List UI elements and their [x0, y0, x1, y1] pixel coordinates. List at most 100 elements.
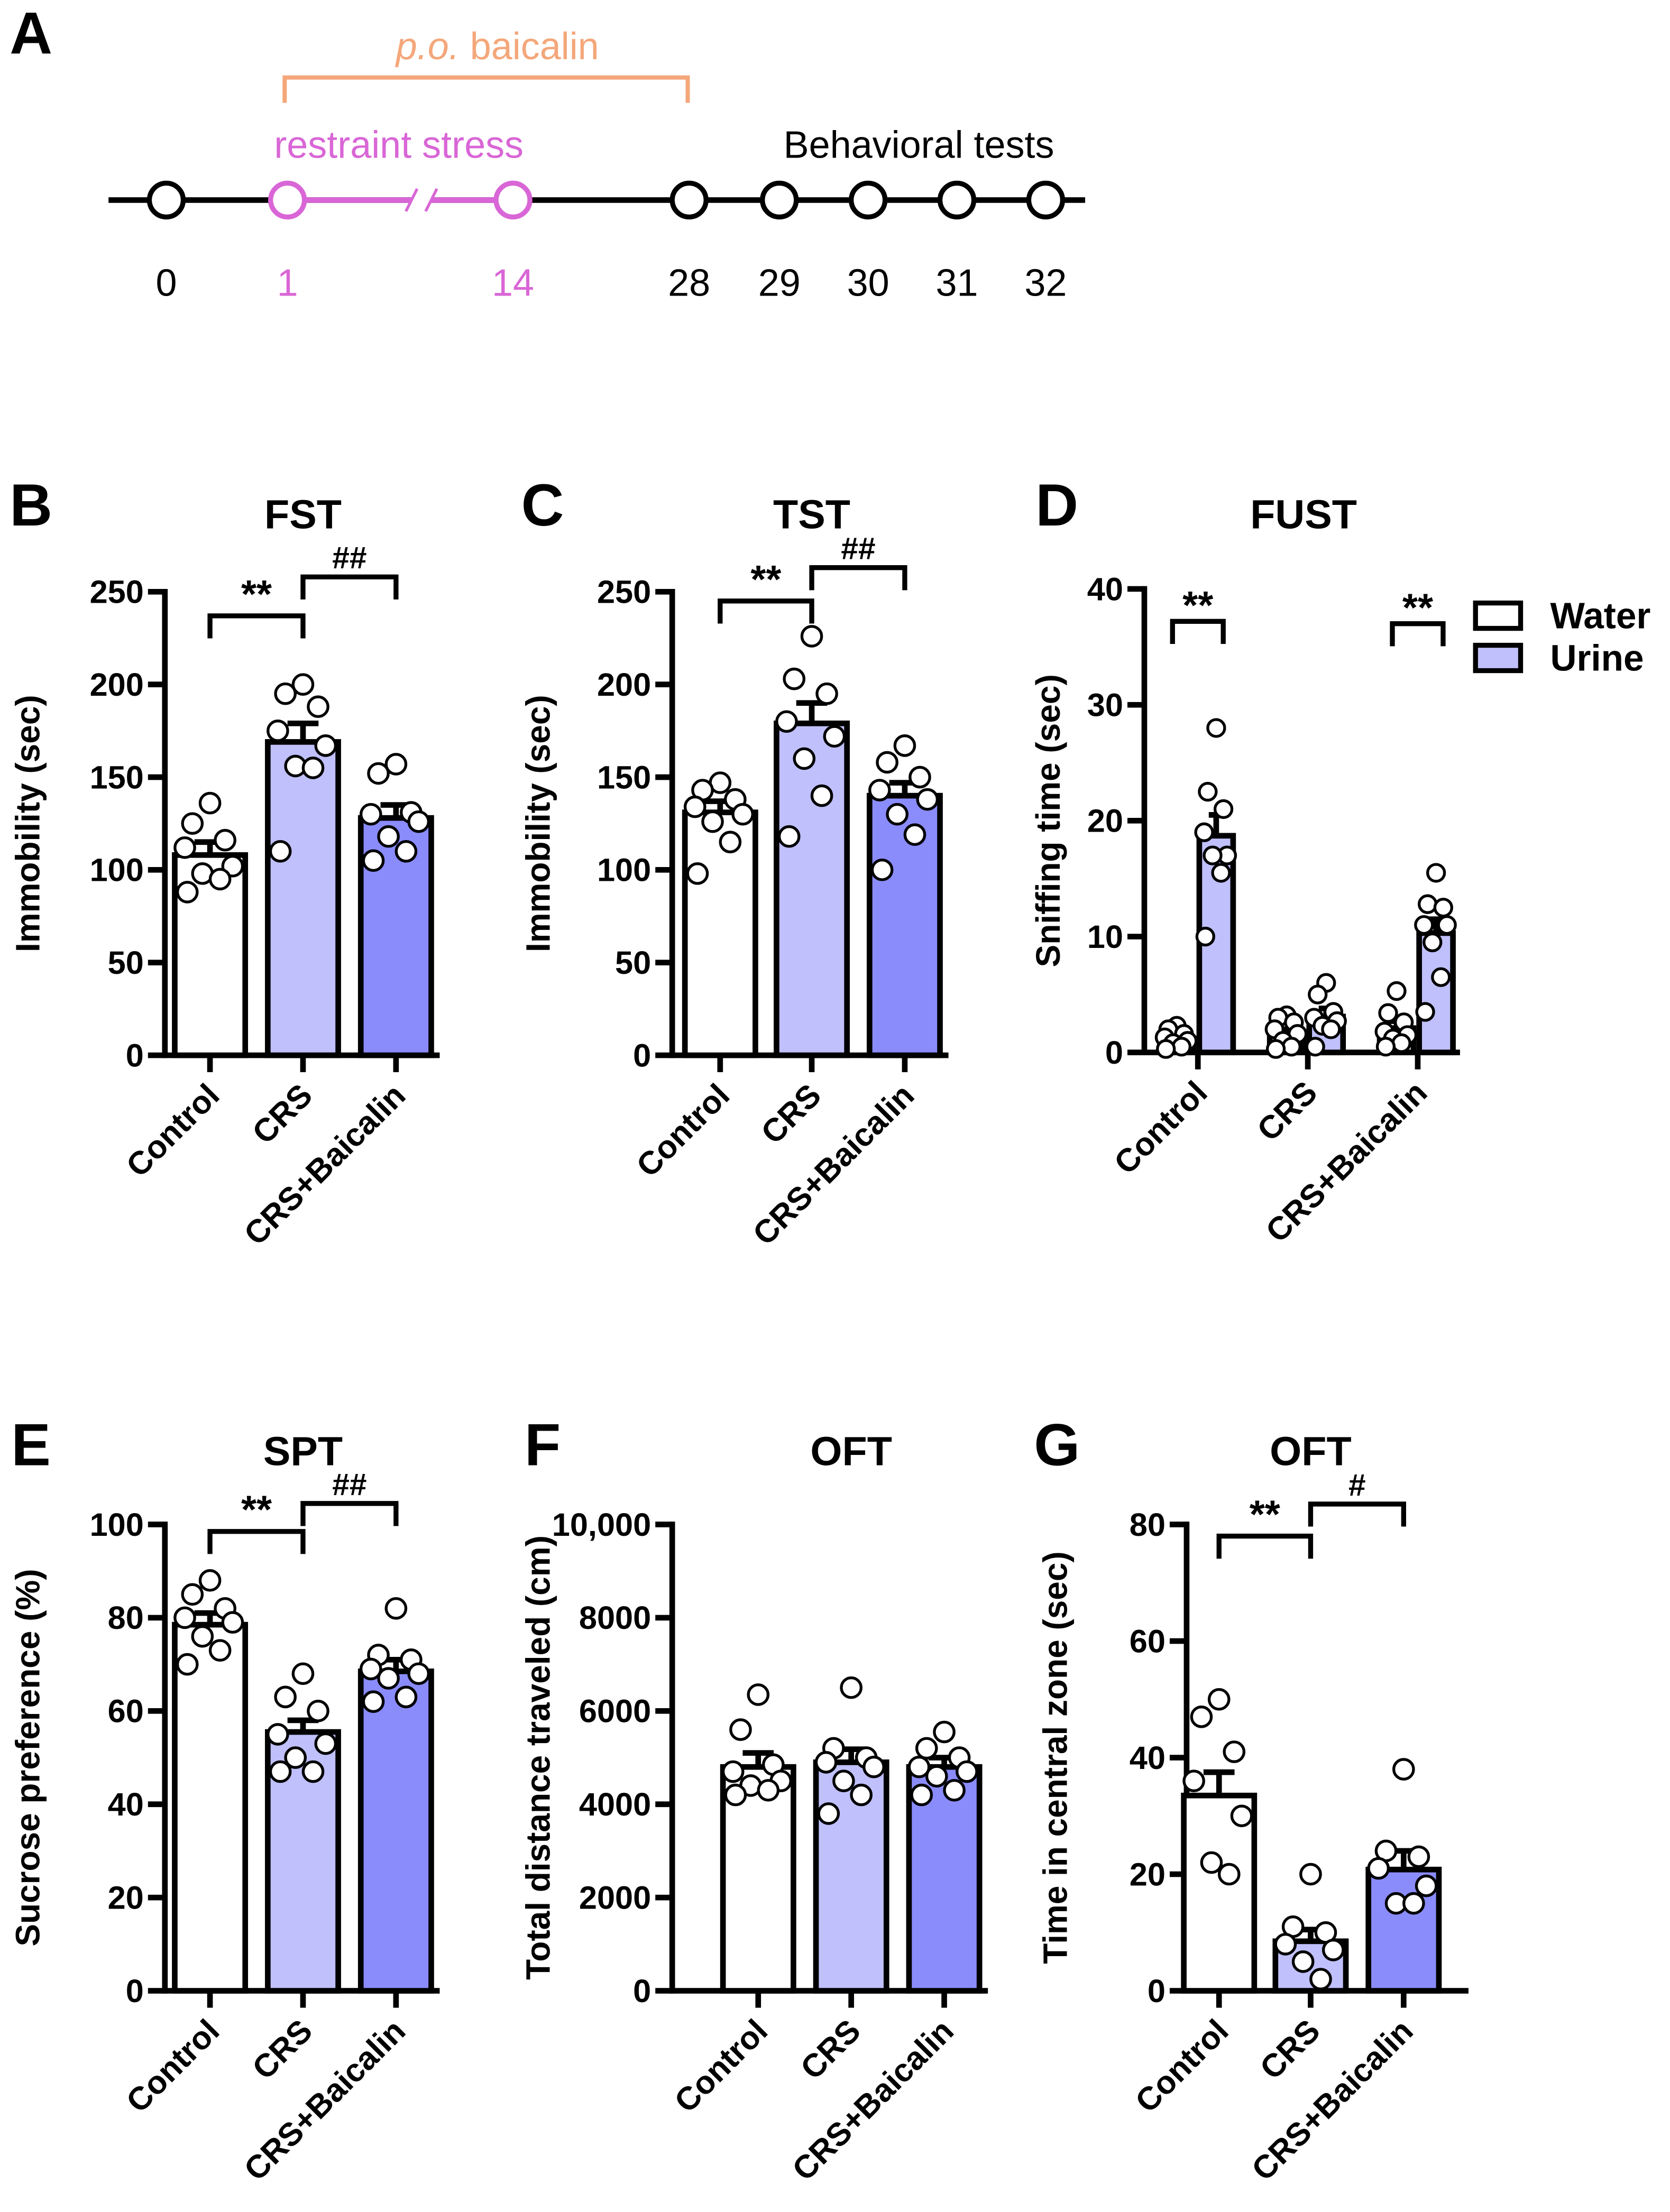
data-point: [886, 803, 909, 826]
day-label: 0: [155, 262, 177, 305]
y-tick-label: 100: [597, 852, 651, 888]
data-point: [719, 831, 742, 854]
data-point: [1402, 1892, 1425, 1915]
day-label: 1: [277, 262, 298, 305]
data-point: [876, 751, 898, 774]
significance-label: **: [1250, 1492, 1280, 1536]
drug-label-italic: p.o.: [395, 25, 460, 68]
y-tick-label: 40: [108, 1786, 144, 1822]
significance-label: ##: [332, 541, 366, 575]
data-point: [1198, 781, 1218, 802]
data-point: [198, 1569, 222, 1592]
data-point: [840, 1676, 862, 1699]
y-axis-label: Immobility (sec): [9, 695, 47, 952]
timepoint-marker: [760, 180, 799, 220]
y-tick-label: 200: [597, 667, 651, 703]
panel-letter: G: [1034, 1412, 1080, 1478]
data-point: [267, 719, 289, 742]
axis-break-mark: [405, 188, 419, 212]
data-point: [933, 1720, 956, 1744]
data-point: [173, 1606, 196, 1629]
data-point: [274, 682, 297, 705]
data-point: [893, 734, 916, 757]
x-tick-label: Control: [667, 2013, 774, 2119]
data-point: [301, 1760, 325, 1783]
significance-label: ##: [841, 532, 875, 566]
day-label: 14: [492, 262, 534, 305]
data-point: [815, 682, 838, 705]
timepoint-marker: [937, 180, 977, 220]
bar: [774, 720, 850, 1058]
data-point: [1308, 984, 1328, 1004]
data-point: [1171, 1037, 1192, 1057]
data-point: [1305, 1037, 1325, 1057]
data-point: [817, 1802, 840, 1825]
data-point: [181, 812, 204, 835]
tests-label: Behavioral tests: [784, 124, 1054, 166]
data-point: [314, 1732, 337, 1755]
data-point: [757, 1778, 780, 1802]
axis-break-gap: [411, 186, 432, 215]
data-point: [925, 1765, 948, 1788]
data-point: [721, 1760, 745, 1783]
data-point: [916, 788, 939, 811]
data-point: [208, 868, 232, 891]
significance-bracket: [1170, 619, 1226, 644]
data-point: [208, 1639, 232, 1662]
data-point: [384, 1597, 408, 1620]
day-label: 28: [668, 262, 710, 305]
x-tick-label: Control: [629, 1077, 736, 1184]
data-point: [1423, 932, 1443, 953]
significance-label: **: [750, 557, 781, 601]
y-tick-label: 0: [126, 1037, 144, 1073]
data-point: [915, 1737, 938, 1760]
data-point: [1378, 1003, 1398, 1023]
data-point: [1417, 894, 1438, 914]
data-point: [176, 1653, 199, 1676]
chart-title: FST: [264, 492, 342, 537]
bar: [172, 1621, 249, 1994]
data-point: [1375, 1037, 1396, 1057]
data-point: [1437, 915, 1457, 935]
panel-letter: C: [521, 472, 564, 538]
timepoint-marker: [268, 180, 307, 220]
y-tick-label: 80: [1130, 1507, 1166, 1543]
data-point: [1213, 799, 1234, 819]
data-point: [291, 1662, 315, 1685]
data-point: [1299, 1863, 1322, 1886]
y-tick-label: 30: [1087, 687, 1123, 723]
bar: [265, 739, 341, 1058]
data-point: [1431, 967, 1451, 987]
y-tick-label: 0: [126, 1973, 144, 2009]
bar: [682, 809, 758, 1058]
data-point: [1415, 1874, 1438, 1897]
significance-label: **: [1182, 583, 1213, 627]
data-point: [1203, 845, 1223, 865]
data-point: [307, 1700, 329, 1722]
y-axis-label: Sniffing time (sec): [1029, 674, 1067, 967]
chart-C: C TST Immobility (sec) 0 50 100 150 200 250 Contr…: [519, 472, 949, 1252]
significance-label: ##: [332, 1468, 366, 1502]
data-point: [731, 803, 754, 826]
x-tick-label: Control: [1107, 1074, 1214, 1181]
timepoint-marker: [146, 180, 186, 220]
data-point: [1195, 926, 1215, 947]
data-point: [221, 1611, 244, 1634]
significance-bracket: [207, 1529, 306, 1554]
y-tick-label: 4000: [579, 1786, 651, 1822]
x-tick-label: CRS: [1253, 2013, 1327, 2087]
data-point: [1322, 1939, 1345, 1961]
y-tick-label: 50: [108, 945, 144, 981]
y-tick-label: 8000: [579, 1600, 651, 1636]
day-label: 32: [1024, 262, 1067, 305]
y-tick-label: 80: [108, 1600, 144, 1636]
data-point: [384, 753, 408, 776]
significance-label: #: [1348, 1468, 1366, 1503]
y-tick-label: 10,000: [552, 1507, 651, 1543]
data-point: [173, 836, 196, 859]
data-point: [1190, 1706, 1213, 1728]
chart-title: TST: [773, 492, 850, 537]
y-tick-label: 40: [1130, 1740, 1166, 1776]
y-tick-label: 2000: [579, 1879, 651, 1915]
data-point: [1217, 1863, 1241, 1886]
